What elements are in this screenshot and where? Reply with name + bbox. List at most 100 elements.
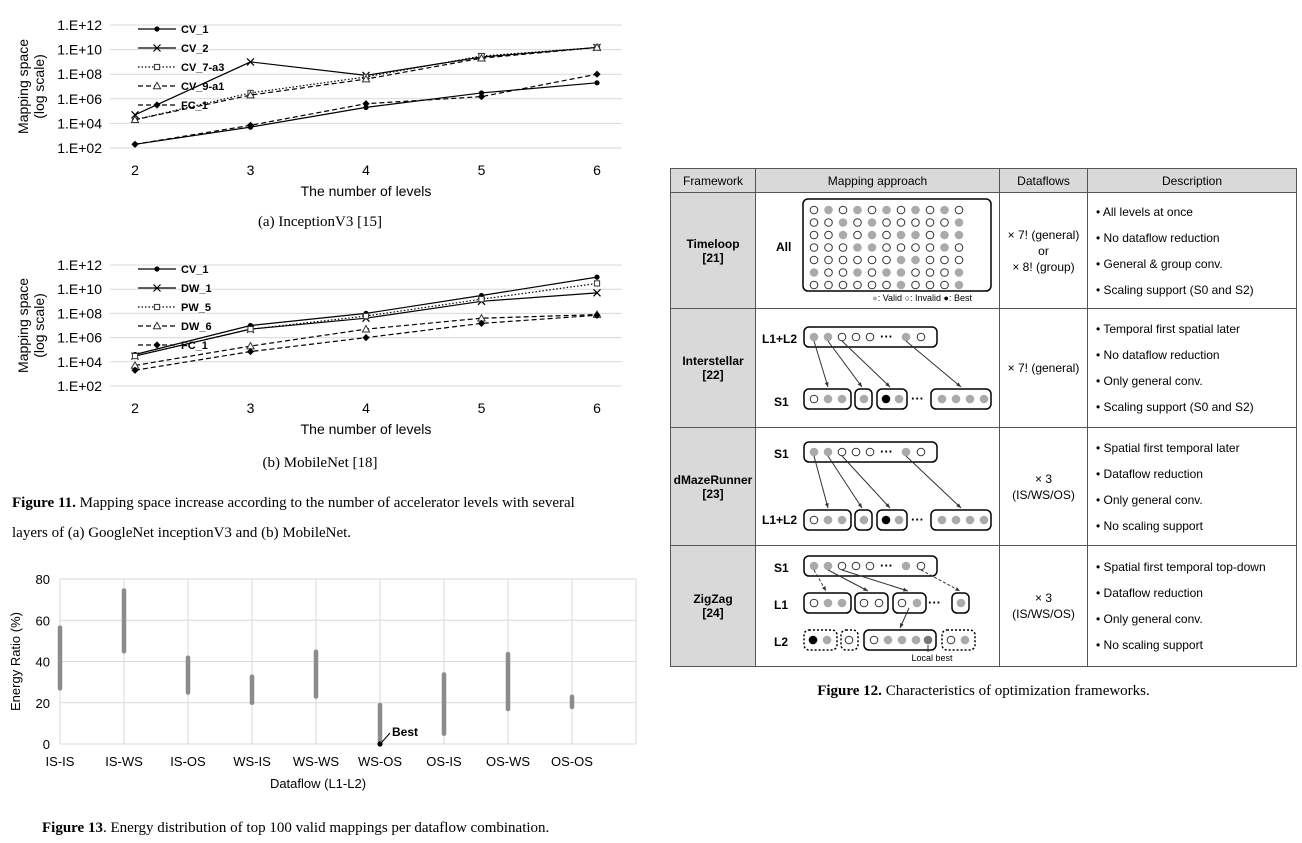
mapping-dot: [925, 280, 935, 290]
mapping-dot: [853, 205, 862, 215]
mapping-dot: [940, 268, 949, 277]
x-tick-label: OS-WS: [486, 754, 530, 769]
framework-name: Interstellar: [682, 354, 744, 368]
mapping-dot: [865, 332, 875, 342]
mapping-box: [951, 592, 970, 614]
arrow-head: [955, 587, 960, 591]
mapping-dot: [865, 447, 875, 457]
mapping-dot: [809, 255, 819, 265]
data-point: [478, 90, 485, 96]
mapping-dot: [911, 255, 920, 265]
mapping-dot: [882, 280, 891, 290]
mapping-dot: [954, 255, 964, 265]
y-axis-label: Mapping space(log scale): [15, 39, 47, 134]
description-interstellar: • Temporal first spatial later • No data…: [1087, 308, 1297, 428]
mapping-dot: [894, 394, 904, 404]
dataflows-interstellar: × 7! (general): [999, 308, 1088, 428]
mapping-dot: [954, 268, 964, 277]
data-point: [361, 74, 371, 83]
mapping-dot: [979, 394, 989, 404]
ellipsis: ···: [928, 595, 941, 610]
mapping-dot: [937, 394, 947, 404]
arrow-line: [841, 340, 891, 388]
scatter-point: [569, 694, 575, 700]
mapping-box: [854, 592, 889, 614]
desc-line: • No dataflow reduction: [1096, 348, 1220, 362]
mapping-dot: [925, 230, 935, 240]
mapping-dot: [911, 205, 920, 215]
mapping-dot: [867, 205, 877, 215]
mapping-dot: [809, 598, 819, 608]
mapping-dot: [911, 230, 920, 240]
mapping-dot: [838, 205, 848, 215]
fig12-caption-text: Characteristics of optimization framewor…: [885, 683, 1150, 699]
mapping-dot: [867, 280, 877, 290]
y-axis-label: Mapping space(log scale): [15, 278, 47, 373]
y-tick-label: 1.E+04: [57, 115, 102, 131]
arrow-head: [822, 586, 826, 591]
mapping-box: [930, 388, 992, 410]
dataflow-line: × 3: [1034, 471, 1052, 486]
desc-line: • Spatial first temporal top-down: [1096, 560, 1266, 574]
mapping-dot: [837, 447, 847, 457]
legend-label: CV_1: [181, 24, 209, 36]
fig13-caption-label: Figure 13: [42, 820, 103, 836]
mapping-dot: [925, 218, 935, 227]
x-axis-label: The number of levels: [301, 183, 432, 199]
desc-line: • Scaling support (S0 and S2): [1096, 400, 1254, 414]
mapping-dot: [951, 515, 961, 525]
legend-label: CV_7-a3: [181, 62, 224, 74]
mapping-dot: [960, 635, 970, 645]
fig11b-caption: (b) MobileNet [18]: [262, 455, 378, 471]
mapping-dot: [837, 561, 847, 571]
mapping-dot: [851, 447, 861, 457]
mapping-dot: [823, 394, 833, 404]
mapping-dot: [951, 394, 961, 404]
mapping-dot: [809, 515, 819, 525]
mapping-dot: [916, 447, 926, 457]
mapping-box: [876, 388, 908, 410]
arrow-head: [824, 503, 829, 508]
y-tick-label: 1.E+08: [57, 305, 102, 321]
arrow-line: [813, 340, 829, 388]
arrow-head: [900, 623, 904, 628]
y-tick-label: 1.E+12: [57, 17, 102, 33]
fig12-caption: Figure 12. Characteristics of optimizati…: [670, 683, 1297, 700]
level-label: All: [776, 240, 791, 254]
mapping-dot: [911, 280, 920, 290]
frameworks-table: Framework Mapping approach Dataflows Des…: [670, 168, 1297, 667]
mapping-dot: [824, 280, 833, 290]
fig11-caption-text: Mapping space increase according to the …: [79, 495, 575, 511]
mapping-dot: [896, 243, 906, 252]
mapping-dot: [954, 243, 964, 252]
data-point: [131, 352, 139, 360]
mapping-dot: [837, 332, 847, 342]
mapping-dot: [838, 280, 848, 290]
framework-ref: [21]: [702, 250, 724, 265]
arrow-head: [956, 503, 961, 508]
mapping-dot: [954, 280, 964, 290]
mapping-dot: [837, 598, 847, 608]
mapping-dot: [867, 243, 877, 252]
desc-line: • Dataflow reduction: [1096, 586, 1203, 600]
table-header-row: Framework Mapping approach Dataflows Des…: [670, 168, 1297, 193]
framework-ref: [23]: [702, 486, 724, 501]
mapping-dot: [838, 255, 848, 265]
x-tick-label: 3: [247, 400, 255, 416]
data-point: [362, 334, 370, 342]
data-point: [594, 274, 600, 280]
mapping-dot: [940, 205, 949, 215]
description-timeloop: • All levels at once • No dataflow reduc…: [1087, 192, 1297, 309]
y-tick-label: 1.E+12: [57, 257, 102, 273]
arrow-head: [903, 587, 908, 592]
legend-label: FC_1: [181, 100, 208, 112]
x-tick-label: 6: [593, 162, 601, 178]
dataflow-line: × 3: [1034, 591, 1052, 605]
scatter-point: [441, 672, 447, 677]
data-point: [246, 57, 255, 66]
data-point: [131, 140, 139, 148]
best-label: Best: [392, 725, 418, 739]
mapping-dot: [897, 598, 907, 608]
x-axis-label: Dataflow (L1-L2): [270, 776, 366, 791]
desc-line: • Temporal first spatial later: [1096, 322, 1241, 336]
